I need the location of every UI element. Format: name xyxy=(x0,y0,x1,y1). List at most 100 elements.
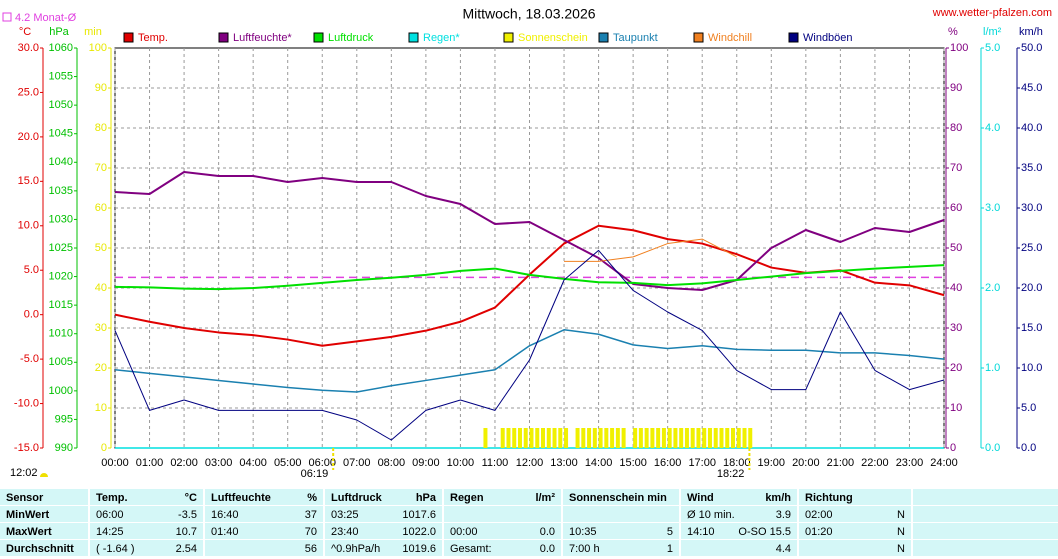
cell-text: hPa xyxy=(416,492,437,504)
sunshine-bar xyxy=(679,428,684,448)
x-tick-label: 07:00 xyxy=(343,457,371,469)
y-tick-label: 50.0 xyxy=(1021,42,1042,54)
cell-text: 56 xyxy=(305,543,317,555)
y-tick-label: 1.0 xyxy=(985,362,1000,374)
x-tick-label: 10:00 xyxy=(447,457,475,469)
source: www.wetter-pfalzen.com xyxy=(932,7,1052,19)
x-tick-label: 15:00 xyxy=(619,457,647,469)
y-tick-label: 990 xyxy=(55,442,73,454)
series-line xyxy=(564,238,737,262)
sunshine-bar xyxy=(587,428,592,448)
legend-swatch xyxy=(408,32,419,43)
x-tick-label: 11:00 xyxy=(482,457,509,469)
axis-unit: °C xyxy=(19,26,31,38)
cell-text: 2.54 xyxy=(176,543,197,555)
cell-text: 16:40 xyxy=(211,509,239,521)
x-tick-label: 13:00 xyxy=(550,457,578,469)
x-tick-label: 06:00 xyxy=(308,457,336,469)
cell-text: Regen xyxy=(450,492,484,504)
y-tick-label: 40 xyxy=(950,282,962,294)
x-tick-label: 20:00 xyxy=(792,457,820,469)
y-tick-label: 80 xyxy=(95,122,107,134)
y-tick-label: 2.0 xyxy=(985,282,1000,294)
sunshine-bar xyxy=(719,428,724,448)
cell-text: km/h xyxy=(765,492,791,504)
sunshine-bar xyxy=(748,428,753,448)
y-tick-label: 30 xyxy=(950,322,962,334)
y-tick-label: 30 xyxy=(95,322,107,334)
legend-swatch xyxy=(503,32,514,43)
cell-text: 23:40 xyxy=(331,526,359,538)
table-cell xyxy=(799,489,911,505)
y-tick-label: 70 xyxy=(950,162,962,174)
table-cell xyxy=(205,489,323,505)
cell-text: 0.0 xyxy=(540,526,555,538)
cell-text: °C xyxy=(185,492,197,504)
cell-text: Ø 10 min. xyxy=(687,509,735,521)
y-tick-label: 3.0 xyxy=(985,202,1000,214)
y-tick-label: 1050 xyxy=(49,99,73,111)
x-tick-label: 08:00 xyxy=(378,457,406,469)
y-tick-label: 25.0 xyxy=(18,86,39,98)
legend-swatch xyxy=(598,32,609,43)
cell-text: MinWert xyxy=(6,509,50,521)
y-tick-label: 10.0 xyxy=(1021,362,1042,374)
legend-label: Taupunkt xyxy=(613,32,658,44)
sunshine-bar xyxy=(598,428,603,448)
x-tick-label: 16:00 xyxy=(654,457,682,469)
y-tick-label: 15.0 xyxy=(18,175,39,187)
cell-text: ^0.9hPa/h xyxy=(331,543,380,555)
table-cell xyxy=(444,506,561,522)
sunshine-bar xyxy=(535,428,540,448)
cell-text: -3.5 xyxy=(178,509,197,521)
sunshine-bar xyxy=(656,428,661,448)
x-tick-label: 19:00 xyxy=(758,457,786,469)
sunshine-bar xyxy=(661,428,666,448)
legend-swatch xyxy=(788,32,799,43)
table-cell xyxy=(90,489,203,505)
y-tick-label: 25.0 xyxy=(1021,242,1042,254)
sunshine-bar xyxy=(650,428,655,448)
sunshine-bar xyxy=(644,428,649,448)
y-tick-label: 40.0 xyxy=(1021,122,1042,134)
legend-swatch xyxy=(218,32,229,43)
sunshine-bar xyxy=(684,428,689,448)
sunshine-bar xyxy=(552,428,557,448)
table-cell xyxy=(799,506,911,522)
y-tick-label: 10.0 xyxy=(18,220,39,232)
y-tick-label: 10 xyxy=(950,402,962,414)
axis-unit: l/m² xyxy=(983,26,1002,38)
sunshine-bar xyxy=(564,428,569,448)
y-tick-label: 1015 xyxy=(49,299,73,311)
y-tick-label: 1035 xyxy=(49,185,73,197)
sunshine-bar xyxy=(707,428,712,448)
sunshine-bar xyxy=(529,428,534,448)
legend-label: Temp. xyxy=(138,32,168,44)
y-tick-label: 4.0 xyxy=(985,122,1000,134)
table-cell xyxy=(205,523,323,539)
cell-text: 5 xyxy=(667,526,673,538)
sunshine-bar xyxy=(638,428,643,448)
cell-text: Sensor xyxy=(6,492,44,504)
x-tick-label: 05:00 xyxy=(274,457,302,469)
legend-swatch xyxy=(313,32,324,43)
y-tick-label: 90 xyxy=(95,82,107,94)
cell-text: 01:20 xyxy=(805,526,833,538)
sunshine-bar xyxy=(546,428,551,448)
legend-label: Windböen xyxy=(803,32,853,44)
cell-text: O-SO 15.5 xyxy=(738,526,791,538)
cell-text: 70 xyxy=(305,526,317,538)
y-tick-label: 0.0 xyxy=(985,442,1000,454)
sunshine-bar xyxy=(742,428,747,448)
y-tick-label: -15.0 xyxy=(14,442,39,454)
cell-text: N xyxy=(897,543,905,555)
table-cell xyxy=(325,506,442,522)
reference-swatch xyxy=(2,12,12,22)
axis-unit: min xyxy=(84,26,102,38)
x-tick-label: 21:00 xyxy=(827,457,855,469)
cell-text: ( -1.64 ) xyxy=(96,543,135,555)
cell-text: 06:00 xyxy=(96,509,124,521)
y-tick-label: 20 xyxy=(950,362,962,374)
cell-text: Temp. xyxy=(96,492,128,504)
legend-swatch xyxy=(693,32,704,43)
